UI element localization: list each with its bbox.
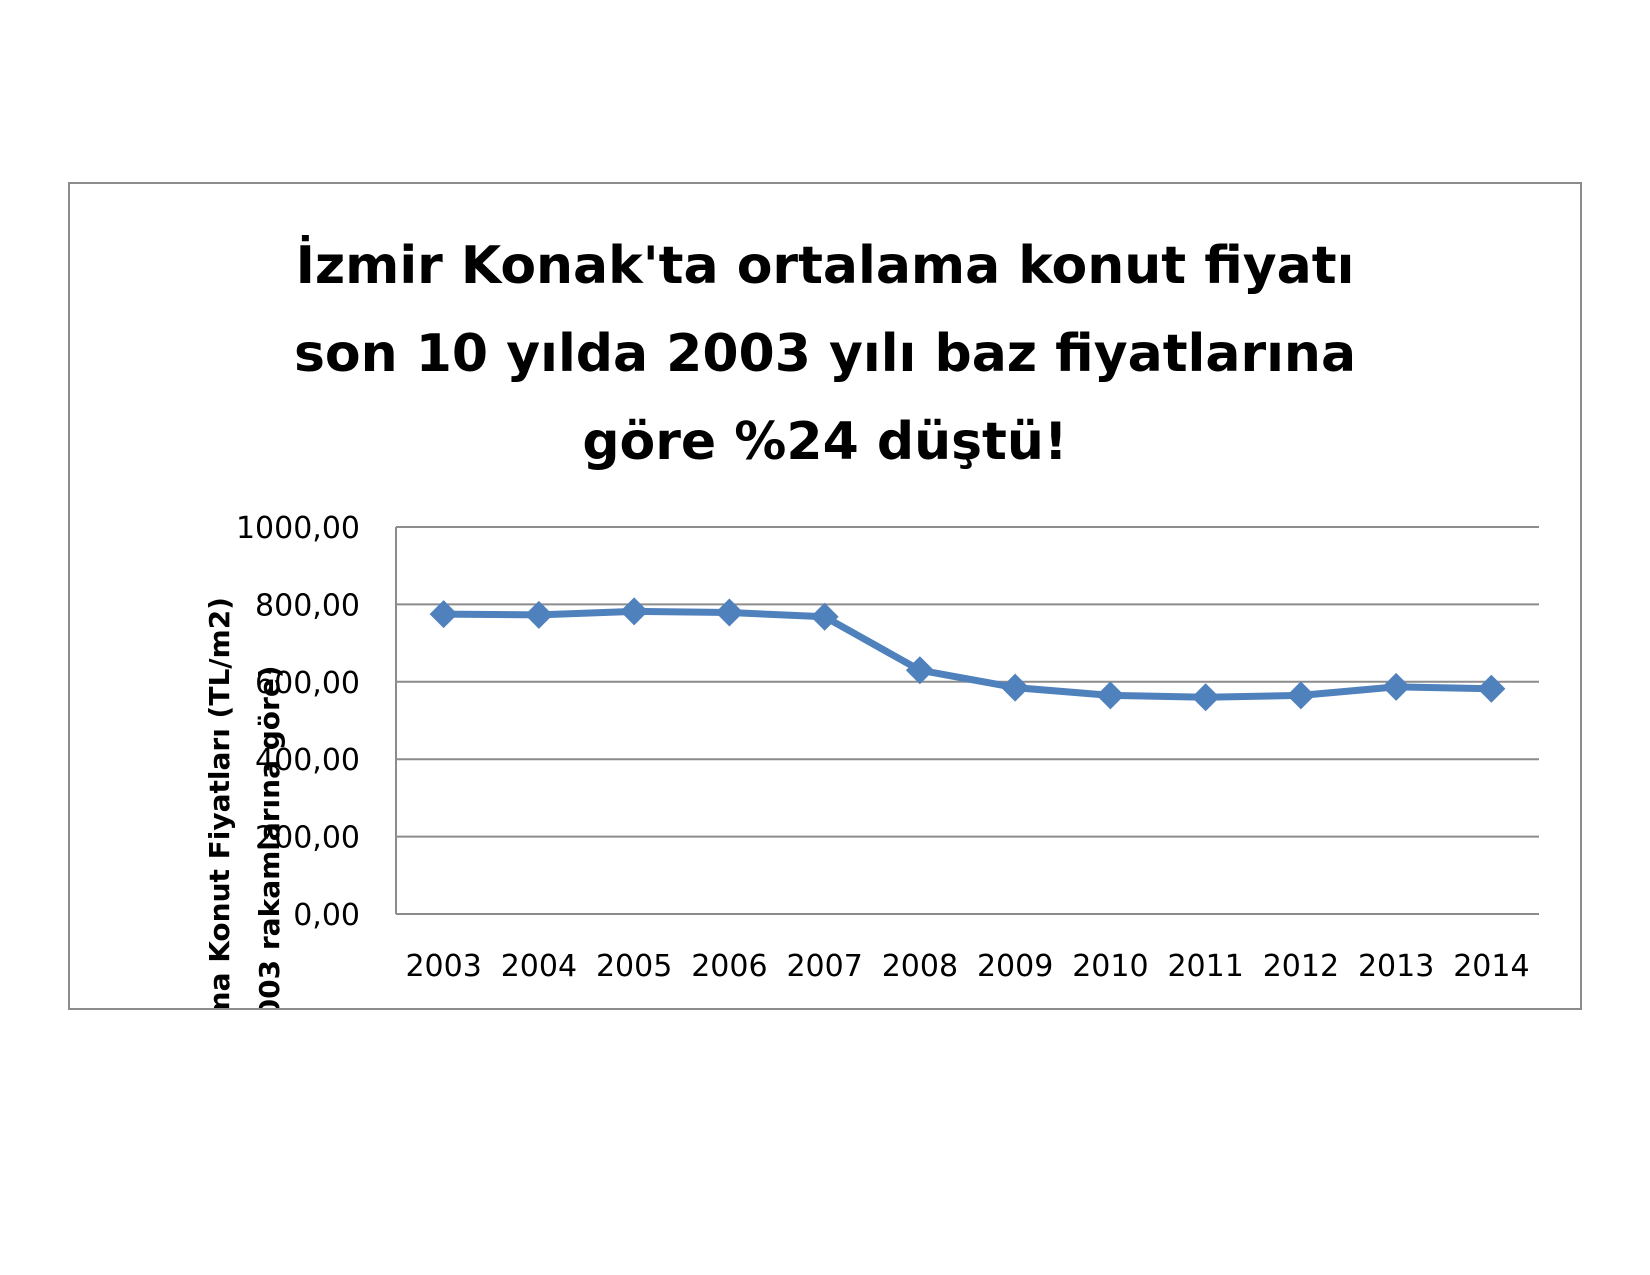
chart-frame: İzmir Konak'ta ortalama konut fiyatı son… (68, 182, 1582, 1010)
data-point-marker (1286, 681, 1315, 710)
y-axis-label-line-2: (2003 rakamlarına göre) (253, 665, 286, 1010)
data-point-marker (1382, 672, 1411, 701)
data-point-marker (1096, 681, 1125, 710)
series-line (440, 607, 1495, 701)
x-tick-label: 2009 (977, 949, 1053, 984)
data-point-marker (1477, 674, 1506, 703)
data-point-marker (905, 656, 934, 685)
x-tick-label: 2014 (1453, 949, 1529, 984)
y-tick-label: 0,00 (293, 898, 360, 933)
y-axis-label-line-1: Ortalama Konut Fiyatları (TL/m2) (203, 597, 236, 1010)
x-tick-label: 2006 (691, 949, 767, 984)
x-tick-label: 2013 (1358, 949, 1434, 984)
data-point-marker (620, 597, 649, 626)
x-tick-label: 2003 (405, 949, 481, 984)
x-tick-label: 2005 (596, 949, 672, 984)
y-tick-label: 1000,00 (236, 511, 360, 546)
x-tick-label: 2011 (1167, 949, 1243, 984)
x-tick-label: 2007 (786, 949, 862, 984)
chart-title-line-2: son 10 yılda 2003 yılı baz fiyatlarına (293, 324, 1357, 384)
chart-title-line-3: göre %24 düştü! (582, 412, 1068, 472)
x-tick-label: 2004 (501, 949, 577, 984)
data-point-marker (810, 602, 839, 631)
y-tick-label: 800,00 (255, 588, 360, 623)
data-point-marker (715, 598, 744, 627)
y-tick-label: 400,00 (255, 743, 360, 778)
x-tick-label: 2010 (1072, 949, 1148, 984)
chart-title: İzmir Konak'ta ortalama konut fiyatı son… (70, 222, 1580, 486)
data-point-marker (1191, 683, 1220, 712)
data-point-marker (1001, 673, 1030, 702)
y-tick-label: 600,00 (255, 666, 360, 701)
chart-title-line-1: İzmir Konak'ta ortalama konut fiyatı (295, 236, 1355, 296)
x-tick-label: 2012 (1263, 949, 1339, 984)
data-point-marker (524, 600, 553, 629)
data-point-marker (429, 600, 458, 629)
y-tick-label: 200,00 (255, 821, 360, 856)
plot-area: 0,00 200,00 400,00 600,00 800,00 1000,00 2003 2… (236, 511, 1539, 984)
x-tick-label: 2008 (882, 949, 958, 984)
